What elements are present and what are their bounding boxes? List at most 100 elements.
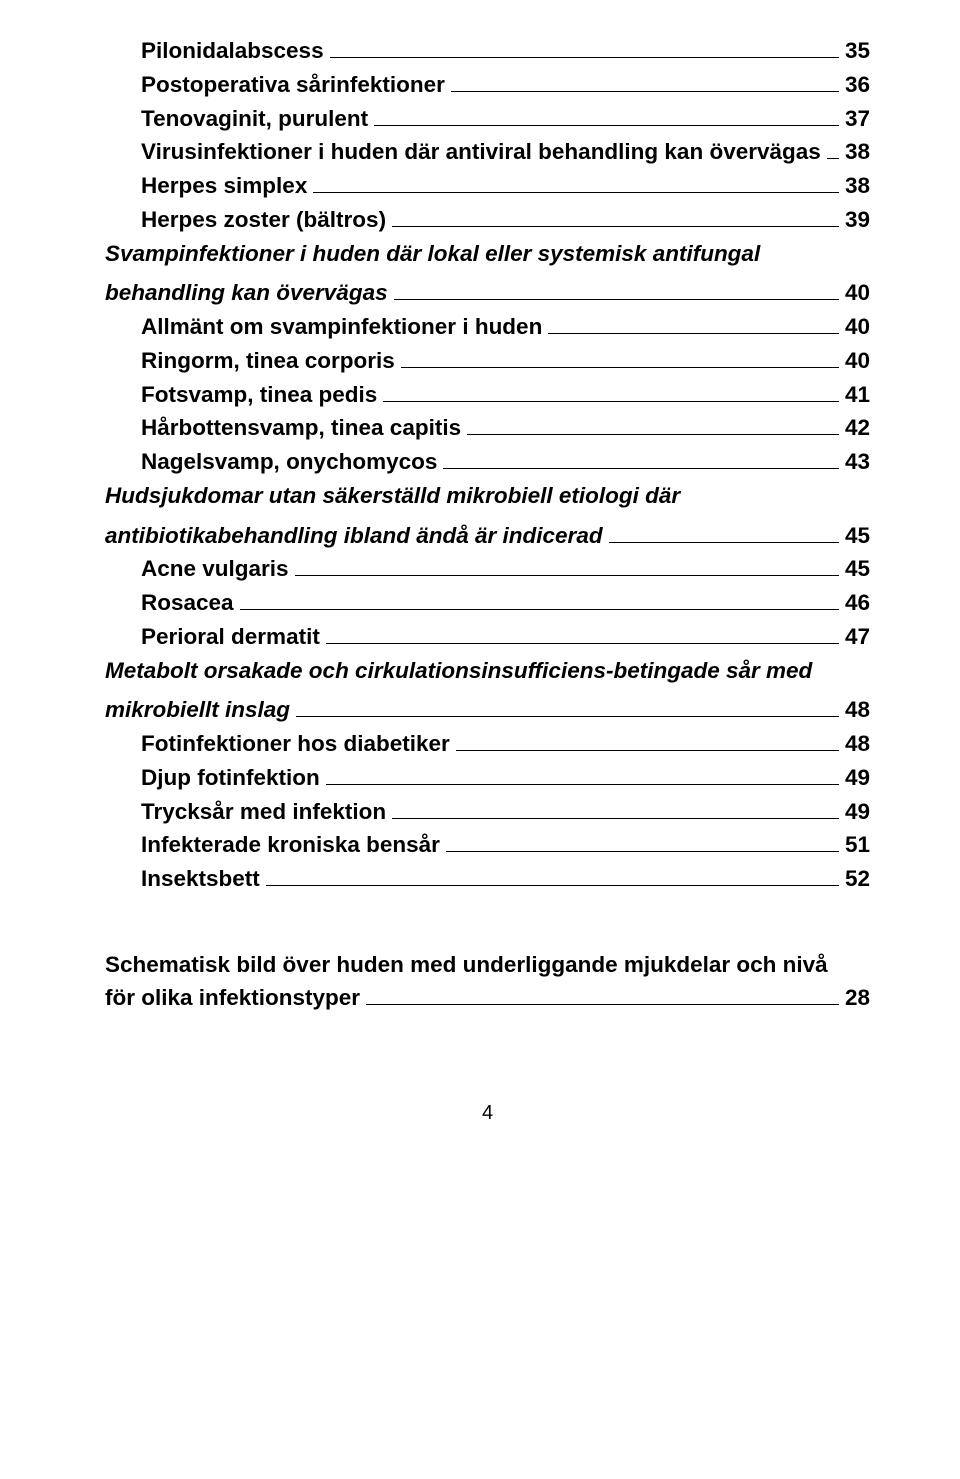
leader-line bbox=[467, 434, 839, 435]
toc-page-number: 51 bbox=[845, 828, 870, 862]
toc-row: Acne vulgaris 45 bbox=[105, 552, 870, 586]
leader-line bbox=[609, 542, 839, 543]
toc-label: Trycksår med infektion bbox=[141, 795, 386, 829]
leader-line bbox=[383, 401, 839, 402]
leader-line bbox=[446, 851, 839, 852]
toc-row: behandling kan övervägas 40 bbox=[105, 276, 870, 310]
leader-line bbox=[296, 716, 839, 717]
toc-label: antibiotikabehandling ibland ändå är ind… bbox=[105, 519, 603, 553]
toc-page-number: 48 bbox=[845, 727, 870, 761]
toc-page-number: 45 bbox=[845, 519, 870, 553]
toc-page-number: 48 bbox=[845, 693, 870, 727]
toc-label: Rosacea bbox=[141, 586, 234, 620]
section-gap bbox=[105, 896, 870, 944]
footnote-line1: Schematisk bild över huden med underligg… bbox=[105, 948, 870, 981]
toc-row: Nagelsvamp, onychomycos 43 bbox=[105, 445, 870, 479]
toc-row: Fotinfektioner hos diabetiker 48 bbox=[105, 727, 870, 761]
toc-label: Insektsbett bbox=[141, 862, 260, 896]
toc-row: Ringorm, tinea corporis 40 bbox=[105, 344, 870, 378]
toc-page-number: 45 bbox=[845, 552, 870, 586]
toc-page-number: 42 bbox=[845, 411, 870, 445]
toc-label: Fotinfektioner hos diabetiker bbox=[141, 727, 450, 761]
toc-label-line: Metabolt orsakade och cirkulationsinsuff… bbox=[105, 658, 812, 683]
leader-line bbox=[330, 57, 839, 58]
toc-row: Virusinfektioner i huden där antiviral b… bbox=[105, 135, 870, 169]
leader-line bbox=[443, 468, 839, 469]
toc-row: Hårbottensvamp, tinea capitis 42 bbox=[105, 411, 870, 445]
leader-line bbox=[827, 158, 839, 159]
toc-label: Perioral dermatit bbox=[141, 620, 320, 654]
toc-label: Ringorm, tinea corporis bbox=[141, 344, 395, 378]
footnote-block: Schematisk bild över huden med underligg… bbox=[105, 948, 870, 1015]
toc-label: Pilonidalabscess bbox=[141, 34, 324, 68]
footnote-page: 28 bbox=[845, 981, 870, 1014]
leader-line bbox=[394, 299, 839, 300]
toc-label: Infekterade kroniska bensår bbox=[141, 828, 440, 862]
toc-page-number: 40 bbox=[845, 276, 870, 310]
leader-line bbox=[366, 1004, 839, 1005]
toc-label: Tenovaginit, purulent bbox=[141, 102, 368, 136]
toc-label: Acne vulgaris bbox=[141, 552, 289, 586]
toc-row: Allmänt om svampinfektioner i huden 40 bbox=[105, 310, 870, 344]
toc-label-line: Svampinfektioner i huden där lokal eller… bbox=[105, 241, 760, 266]
leader-line bbox=[266, 885, 839, 886]
leader-line bbox=[392, 226, 839, 227]
toc-page-number: 36 bbox=[845, 68, 870, 102]
toc-label: Allmänt om svampinfektioner i huden bbox=[141, 310, 542, 344]
toc-label: Postoperativa sårinfektioner bbox=[141, 68, 445, 102]
toc-row: Insektsbett 52 bbox=[105, 862, 870, 896]
toc-row: Herpes zoster (bältros) 39 bbox=[105, 203, 870, 237]
toc-page-number: 43 bbox=[845, 445, 870, 479]
toc-row: Perioral dermatit 47 bbox=[105, 620, 870, 654]
leader-line bbox=[326, 784, 839, 785]
leader-line bbox=[326, 643, 839, 644]
toc-page-number: 40 bbox=[845, 344, 870, 378]
toc-page-number: 46 bbox=[845, 586, 870, 620]
toc-row: Pilonidalabscess 35 bbox=[105, 34, 870, 68]
leader-line bbox=[295, 575, 839, 576]
toc-page-number: 49 bbox=[845, 795, 870, 829]
leader-line bbox=[548, 333, 839, 334]
leader-line bbox=[401, 367, 839, 368]
toc-label: mikrobiellt inslag bbox=[105, 693, 290, 727]
toc-row: Fotsvamp, tinea pedis 41 bbox=[105, 378, 870, 412]
toc-page: Pilonidalabscess35Postoperativa sårinfek… bbox=[0, 0, 960, 1168]
toc-row: Infekterade kroniska bensår 51 bbox=[105, 828, 870, 862]
toc-label: Herpes simplex bbox=[141, 169, 307, 203]
leader-line bbox=[313, 192, 839, 193]
footnote-line2: för olika infektionstyper bbox=[105, 981, 360, 1014]
toc-row: Herpes simplex 38 bbox=[105, 169, 870, 203]
toc-page-number: 38 bbox=[845, 169, 870, 203]
toc-label: Djup fotinfektion bbox=[141, 761, 320, 795]
toc-page-number: 47 bbox=[845, 620, 870, 654]
leader-line bbox=[456, 750, 839, 751]
toc-page-number: 39 bbox=[845, 203, 870, 237]
toc-row: Postoperativa sårinfektioner 36 bbox=[105, 68, 870, 102]
leader-line bbox=[240, 609, 839, 610]
toc-row: mikrobiellt inslag 48 bbox=[105, 693, 870, 727]
toc-label: behandling kan övervägas bbox=[105, 276, 388, 310]
toc-row: Rosacea 46 bbox=[105, 586, 870, 620]
toc-label-line: Hudsjukdomar utan säkerställd mikrobiell… bbox=[105, 483, 680, 508]
leader-line bbox=[374, 125, 839, 126]
toc-page-number: 35 bbox=[845, 34, 870, 68]
toc-page-number: 49 bbox=[845, 761, 870, 795]
toc-page-number: 41 bbox=[845, 378, 870, 412]
leader-line bbox=[392, 818, 839, 819]
toc-label: Hårbottensvamp, tinea capitis bbox=[141, 411, 461, 445]
toc-label: Nagelsvamp, onychomycos bbox=[141, 445, 437, 479]
toc-row: Trycksår med infektion 49 bbox=[105, 795, 870, 829]
toc-page-number: 38 bbox=[845, 135, 870, 169]
toc-row: antibiotikabehandling ibland ändå är ind… bbox=[105, 519, 870, 553]
toc-page-number: 37 bbox=[845, 102, 870, 136]
toc-label: Fotsvamp, tinea pedis bbox=[141, 378, 377, 412]
toc-list: Pilonidalabscess35Postoperativa sårinfek… bbox=[105, 34, 870, 896]
page-number: 4 bbox=[105, 1098, 870, 1128]
toc-row: Tenovaginit, purulent 37 bbox=[105, 102, 870, 136]
toc-page-number: 40 bbox=[845, 310, 870, 344]
toc-row: Djup fotinfektion 49 bbox=[105, 761, 870, 795]
leader-line bbox=[451, 91, 839, 92]
footnote-row: för olika infektionstyper 28 bbox=[105, 981, 870, 1014]
toc-label: Herpes zoster (bältros) bbox=[141, 203, 386, 237]
toc-page-number: 52 bbox=[845, 862, 870, 896]
